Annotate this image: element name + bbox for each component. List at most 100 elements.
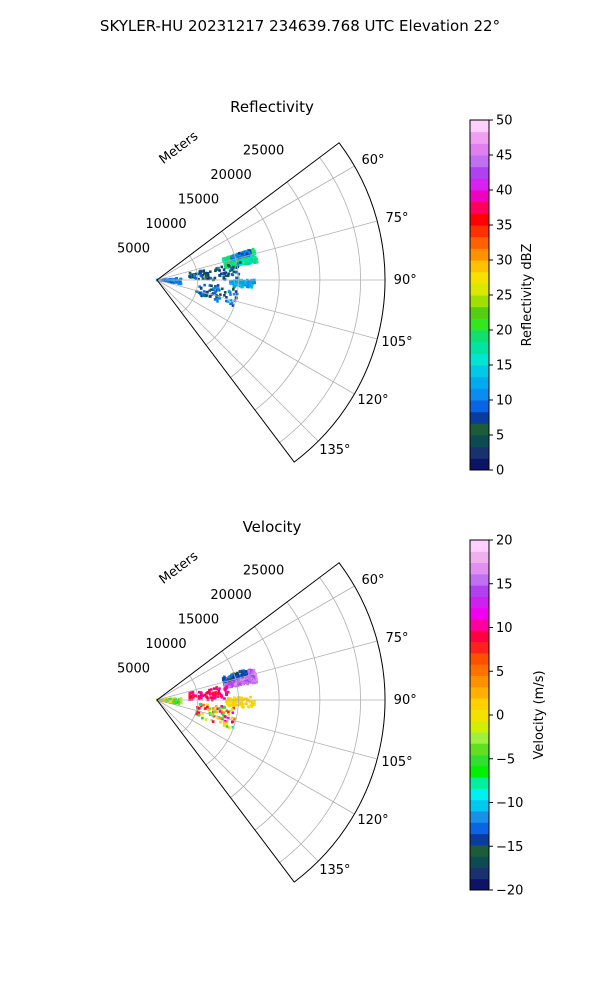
echo-pixel — [199, 274, 203, 277]
echo-pixel — [235, 698, 239, 701]
colorbar-segment — [470, 283, 489, 296]
colorbar-segment — [470, 810, 489, 823]
echo-pixel — [162, 699, 165, 702]
echo-pixel — [214, 286, 218, 290]
echo-pixel — [238, 672, 242, 675]
colorbar-segment — [470, 596, 489, 609]
colorbar-segment — [470, 585, 489, 597]
echo-pixel — [248, 249, 251, 252]
echo-pixel — [211, 696, 214, 699]
echo-pixel — [222, 268, 226, 271]
echo-pixel — [202, 290, 206, 293]
echo-pixel — [234, 253, 237, 257]
echo-pixel — [250, 671, 254, 675]
echo-pixel — [216, 716, 219, 720]
colorbar-segment — [470, 225, 489, 238]
echo-pixel — [177, 282, 181, 285]
colorbar-segment — [470, 867, 489, 880]
azimuth-gridline-135° — [156, 699, 319, 862]
echo-pixel — [246, 679, 249, 682]
echo-pixel — [244, 670, 248, 673]
echo-pixel — [238, 696, 241, 699]
sector-frame — [156, 562, 386, 883]
colorbar-segment — [470, 664, 489, 676]
colorbar-segment — [470, 260, 489, 273]
echo-pixel — [235, 672, 239, 676]
azimuth-gridline-75° — [156, 220, 378, 281]
echo-pixel — [212, 287, 215, 290]
colorbar-segment — [470, 607, 489, 620]
echo-pixel — [199, 291, 202, 294]
echo-pixel — [200, 691, 203, 695]
echo-pixel — [247, 699, 251, 703]
colorbar-segment — [470, 833, 489, 846]
echo-pixel — [225, 685, 229, 688]
echo-pixel — [168, 278, 171, 281]
colorbar-segment — [470, 166, 489, 179]
echo-pixel — [230, 703, 234, 707]
azimuth-gridline-105° — [156, 279, 378, 340]
echo-pixel — [239, 682, 242, 686]
echo-pixel — [193, 274, 196, 277]
echo-pixel — [205, 291, 209, 294]
echo-pixel — [255, 257, 258, 261]
range-tick-label: 25000 — [243, 564, 284, 579]
echo-pixel — [245, 252, 249, 256]
colorbar-segment — [470, 822, 489, 835]
echo-pixel — [190, 698, 194, 701]
colorbar-tick-label: 20 — [496, 534, 513, 549]
echo-pixel — [221, 287, 224, 291]
echo-pixel — [227, 713, 231, 716]
echo-pixel — [202, 269, 206, 272]
echo-pixel — [235, 276, 238, 280]
echo-pixel — [246, 256, 250, 260]
echo-pixel — [229, 675, 232, 678]
echo-pixel — [198, 707, 201, 710]
colorbar-segment — [470, 446, 489, 459]
echo-pixel — [179, 277, 182, 281]
echo-pixel — [214, 708, 217, 712]
echo-pixel — [199, 292, 202, 296]
echo-pixel — [197, 710, 201, 714]
echo-pixel — [230, 280, 234, 283]
echo-pixel — [242, 706, 245, 709]
echo-pixel — [221, 713, 225, 717]
range-tick-label: 15000 — [178, 613, 219, 628]
echo-pixel — [229, 703, 232, 707]
echo-pixel — [254, 674, 257, 678]
echo-pixel — [206, 274, 210, 277]
echo-pixel — [249, 261, 253, 265]
echo-pixel — [238, 703, 242, 706]
echo-pixel — [240, 262, 244, 265]
range-ring-5000 — [181, 255, 199, 313]
echo-pixel — [224, 689, 227, 692]
echo-pixel — [215, 295, 218, 299]
echo-pixel — [223, 294, 226, 297]
echo-pixel — [189, 273, 192, 276]
velocity-colorbar: −20 −15 −10 −5 0 5 10 15 20 — [469, 534, 523, 899]
velocity-panel: Velocity Meters −20 −15 −10 −5 0 5 10 15 20 Velo… — [117, 518, 547, 899]
echo-pixel — [235, 256, 238, 259]
colorbar-segment — [470, 248, 489, 261]
echo-pixel — [251, 681, 255, 684]
azimuth-tick-label: 75° — [385, 211, 408, 226]
azimuth-tick-label: 60° — [361, 153, 384, 168]
echo-pixel — [206, 705, 209, 709]
echo-pixel — [246, 285, 250, 288]
echo-pixel — [203, 272, 206, 275]
colorbar-segment — [470, 856, 489, 868]
echo-pixel — [224, 266, 227, 269]
reflectivity-title: Reflectivity — [230, 98, 314, 116]
colorbar-segment — [470, 562, 489, 575]
colorbar-segment — [470, 178, 489, 191]
echo-pixel — [245, 697, 249, 701]
echo-pixel — [201, 716, 204, 720]
echo-pixel — [217, 266, 220, 270]
echo-pixel — [251, 254, 254, 257]
echo-pixel — [230, 677, 234, 681]
colorbar-segment — [470, 236, 489, 249]
echo-pixel — [227, 675, 231, 679]
echo-pixel — [206, 691, 209, 694]
echo-pixel — [224, 678, 228, 682]
echo-pixel — [209, 276, 213, 280]
